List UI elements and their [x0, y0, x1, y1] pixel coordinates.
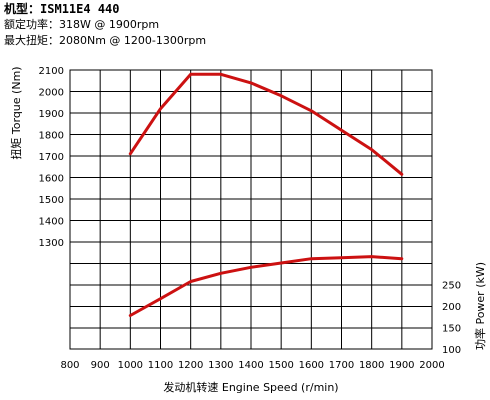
- rated-power-line: 额定功率：318W @ 1900rpm: [4, 18, 159, 32]
- x-tick-label: 1900: [389, 360, 414, 371]
- x-tick-label: 1700: [329, 360, 354, 371]
- y-left-tick-label: 2100: [39, 66, 64, 77]
- max-torque-line: 最大扭矩：2080Nm @ 1200-1300rpm: [4, 34, 206, 48]
- y-right-tick-label: 150: [442, 324, 461, 335]
- y-axis-right-label: 功率 Power (kW): [473, 262, 487, 350]
- rated-power-value: 318W @ 1900rpm: [59, 18, 160, 31]
- x-tick-label: 800: [60, 360, 79, 371]
- y-right-tick-label: 200: [442, 302, 461, 313]
- y-left-tick-label: 1600: [39, 174, 64, 185]
- y-left-tick-label: 1900: [39, 109, 64, 120]
- x-tick-label: 1200: [178, 360, 203, 371]
- x-axis-label: 发动机转速 Engine Speed (r/min): [163, 380, 338, 394]
- x-tick-label: 1400: [238, 360, 263, 371]
- model-label: 机型：: [4, 2, 41, 16]
- x-tick-label: 1100: [148, 360, 173, 371]
- model-line: 机型：ISM11E4 440: [4, 2, 120, 16]
- y-left-tick-label: 1300: [39, 238, 64, 249]
- series-lines: [128, 72, 404, 317]
- x-tick-label: 1000: [118, 360, 143, 371]
- y-left-tick-label: 1800: [39, 131, 64, 142]
- tick-labels: 800 900 1000 1100 1200 1300 1400 1500 1600 1700 18…: [39, 66, 462, 371]
- x-tick-label: 900: [91, 360, 110, 371]
- y-left-tick-label: 2000: [39, 88, 64, 99]
- x-tick-label: 2000: [419, 360, 444, 371]
- y-right-tick-label: 250: [442, 281, 461, 292]
- rated-power-label: 额定功率：: [4, 18, 59, 31]
- grid: [69, 69, 433, 350]
- model-value: ISM11E4 440: [40, 2, 120, 16]
- y-right-tick-label: 100: [442, 345, 461, 356]
- power-curve: [128, 255, 404, 317]
- y-left-tick-label: 1400: [39, 217, 64, 228]
- max-torque-value: 2080Nm @ 1200-1300rpm: [59, 34, 207, 47]
- x-tick-label: 1500: [268, 360, 293, 371]
- x-tick-label: 1800: [359, 360, 384, 371]
- torque-curve: [128, 72, 404, 176]
- x-tick-label: 1300: [208, 360, 233, 371]
- x-tick-label: 1600: [299, 360, 324, 371]
- y-left-tick-label: 1500: [39, 195, 64, 206]
- y-left-tick-label: 1700: [39, 152, 64, 163]
- max-torque-label: 最大扭矩：: [4, 34, 59, 47]
- y-axis-left-label: 扭矩 Torque (Nm): [9, 66, 23, 159]
